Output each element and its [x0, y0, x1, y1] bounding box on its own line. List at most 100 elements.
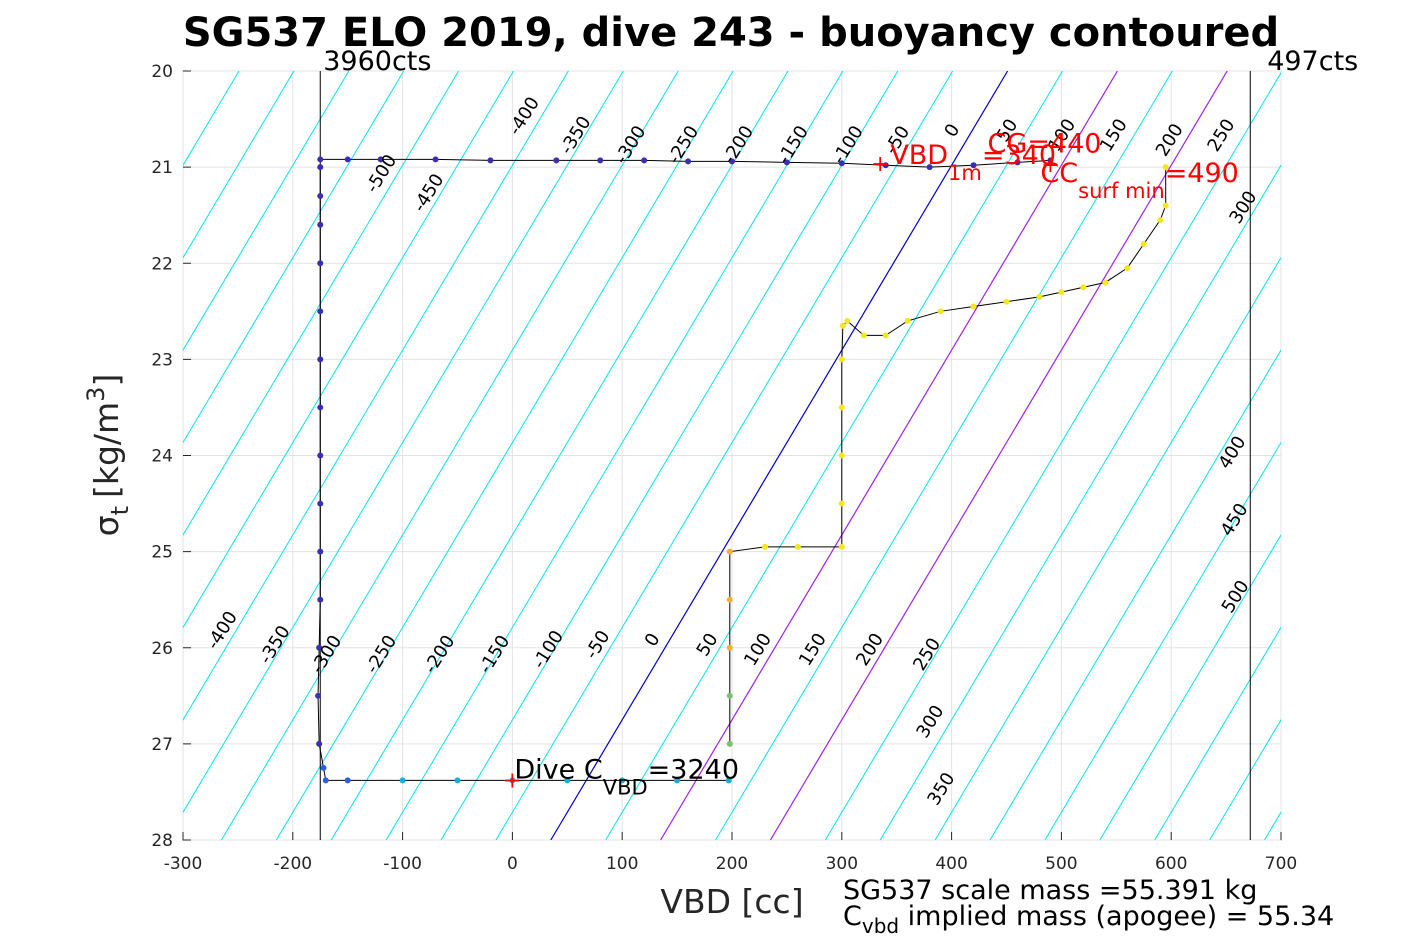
x-tick-label: -300 — [164, 854, 203, 874]
data-point-descent — [322, 777, 329, 784]
data-point-ascent — [839, 322, 846, 329]
data-point-surface — [926, 164, 933, 171]
x-tick-label: 500 — [1045, 854, 1077, 874]
data-point-descent — [619, 777, 626, 784]
data-point-ascent — [970, 303, 977, 310]
data-point-ascent — [838, 500, 845, 507]
data-point-descent — [320, 764, 327, 771]
y-label-unit: [kg/m — [87, 402, 126, 498]
contour-line — [660, 71, 1118, 840]
contour-line — [183, 71, 350, 352]
contour-line — [440, 71, 899, 840]
data-point-ascent — [882, 332, 889, 339]
data-point-descent — [399, 777, 406, 784]
data-point-ascent — [726, 644, 733, 651]
data-point-ascent — [838, 543, 845, 550]
contour-line — [495, 71, 954, 840]
y-tick-label: 21 — [151, 158, 173, 178]
contour-line — [879, 164, 1281, 840]
y-tick-label: 28 — [151, 831, 173, 851]
contour-line — [824, 71, 1281, 840]
data-point-descent — [564, 777, 571, 784]
y-label-sub: t — [106, 506, 134, 515]
data-point-ascent — [860, 332, 867, 339]
cc-surf-min-label: CCsurf min=490 — [1040, 158, 1238, 203]
data-point-surface — [729, 158, 735, 165]
contour-line — [1264, 811, 1281, 840]
data-point-surface — [317, 156, 324, 163]
contour-line — [605, 71, 1063, 840]
data-point-surface — [970, 162, 977, 169]
contour-line — [550, 71, 1009, 840]
footer-implied-rest: implied mass (apogee) = 55.34 — [899, 901, 1334, 932]
contour-line — [715, 71, 1173, 840]
data-point-ascent — [1162, 164, 1169, 171]
data-point-descent — [317, 452, 324, 459]
contour-line — [183, 71, 569, 721]
x-axis-label: VBD [cc] — [660, 882, 803, 921]
x-tick-label: 0 — [507, 854, 518, 874]
contour-line — [989, 349, 1281, 840]
count-line-label: 497cts — [1267, 46, 1358, 77]
y-tick-label: 22 — [151, 254, 173, 274]
data-point-surface — [1014, 159, 1021, 166]
data-point-ascent — [1036, 293, 1043, 300]
data-point-descent — [317, 404, 324, 411]
data-point-ascent — [794, 543, 801, 550]
cg-label: CG=440 — [988, 129, 1102, 160]
x-tick-label: -100 — [383, 854, 422, 874]
contour-line — [183, 71, 514, 629]
data-point-descent — [317, 221, 324, 228]
contour-line — [183, 71, 295, 259]
contour-line — [221, 71, 679, 840]
y-axis-label: σt [kg/m3] — [82, 374, 134, 537]
contour-line — [330, 71, 789, 840]
data-point-surface — [882, 162, 889, 169]
data-point-ascent — [937, 308, 944, 315]
y-tick-label: 20 — [151, 62, 173, 82]
data-point-descent — [317, 192, 324, 199]
data-point-surface — [344, 156, 351, 163]
data-point-descent — [316, 644, 323, 651]
data-point-ascent — [1080, 284, 1087, 291]
data-point-descent — [725, 777, 732, 784]
data-point-descent — [317, 308, 324, 315]
dive-cvbd-marker: + — [503, 768, 521, 793]
contour-line — [1044, 441, 1281, 840]
data-point-descent — [317, 596, 324, 603]
data-point-ascent — [838, 404, 845, 411]
data-point-descent — [317, 260, 324, 267]
count-line-label: 3960cts — [323, 46, 431, 77]
contour-line — [183, 71, 460, 536]
data-point-surface — [1047, 157, 1054, 164]
x-tick-label: 700 — [1265, 854, 1297, 874]
y-tick-label: 23 — [151, 350, 173, 370]
data-point-descent — [509, 777, 516, 784]
x-tick-label: -200 — [274, 854, 313, 874]
data-point-surface — [432, 156, 439, 163]
data-point-ascent — [726, 692, 733, 699]
data-series — [315, 156, 1169, 784]
contour-line — [934, 256, 1281, 840]
y-tick-label: 27 — [151, 735, 173, 755]
y-label-sup: 3 — [82, 387, 110, 402]
x-tick-label: 400 — [935, 854, 967, 874]
contour-line — [1374, 71, 1417, 840]
data-point-descent — [674, 777, 681, 784]
contour-line — [769, 71, 1228, 840]
contour-line — [1319, 71, 1417, 840]
data-point-ascent — [1157, 216, 1164, 223]
chart-title: SG537 ELO 2019, dive 243 - buoyancy cont… — [183, 10, 1279, 56]
svg-text:σt[kg/m3]: σt [kg/m3] — [82, 374, 134, 537]
data-point-surface — [783, 159, 790, 166]
data-point-ascent — [1102, 279, 1109, 286]
data-point-ascent — [726, 596, 733, 603]
vbd-1m-marker: + — [871, 152, 889, 177]
data-point-ascent — [726, 548, 733, 555]
y-tick-label: 24 — [151, 447, 173, 467]
data-point-descent — [317, 500, 324, 507]
x-tick-label: 200 — [716, 854, 748, 874]
y-label-close: ] — [87, 374, 126, 387]
footer-implied-sub: vbd — [862, 914, 899, 938]
